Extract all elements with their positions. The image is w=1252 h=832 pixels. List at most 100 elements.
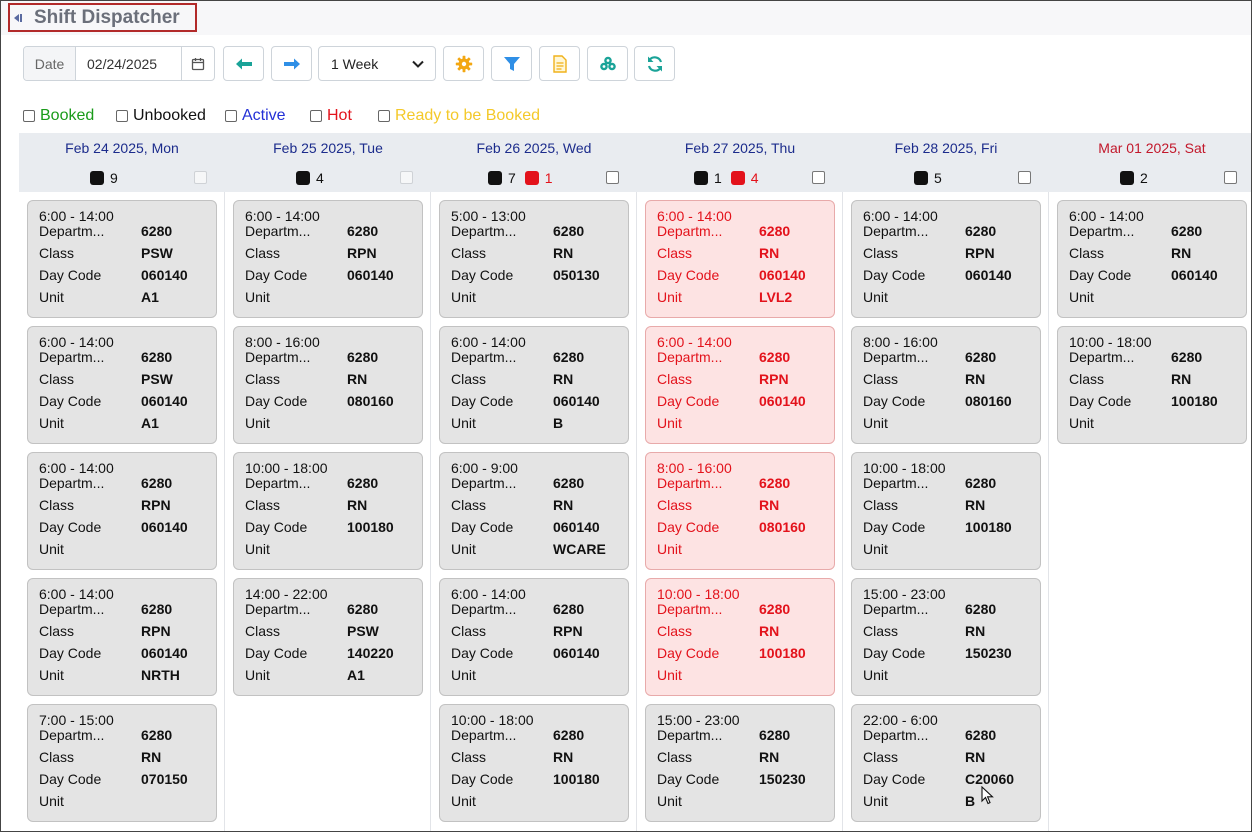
day-code-label: Day Code bbox=[451, 519, 514, 535]
legend-active-checkbox[interactable] bbox=[225, 110, 237, 122]
shift-time: 10:00 - 18:00 bbox=[1069, 334, 1152, 350]
day-code-value: 100180 bbox=[553, 771, 600, 787]
shift-card[interactable]: 10:00 - 18:00 Departm... 6280 Class RN Day Co… bbox=[1057, 326, 1247, 444]
shift-card[interactable]: 7:00 - 15:00 Departm... 6280 Class RN Day Cod… bbox=[27, 704, 217, 822]
select-day-checkbox[interactable] bbox=[606, 171, 619, 184]
class-label: Class bbox=[657, 371, 693, 387]
settings-button[interactable] bbox=[443, 46, 484, 81]
class-label: Class bbox=[451, 623, 487, 639]
day-code-value: 070150 bbox=[141, 771, 188, 787]
group-button[interactable] bbox=[587, 46, 628, 81]
legend-ready[interactable]: Ready to be Booked bbox=[378, 107, 540, 125]
department-value: 6280 bbox=[347, 475, 379, 491]
clover-icon bbox=[599, 56, 616, 70]
shift-card[interactable]: 6:00 - 14:00 Departm... 6280 Class PSW Day Co… bbox=[27, 200, 217, 318]
day-date: Feb 28 2025, Fri bbox=[894, 140, 998, 156]
legend-active[interactable]: Active bbox=[225, 107, 286, 125]
unit-label: Unit bbox=[451, 541, 476, 557]
shift-field-class: Class RN bbox=[451, 245, 626, 263]
legend-unbooked[interactable]: Unbooked bbox=[116, 107, 206, 125]
shift-card[interactable]: 6:00 - 14:00 Departm... 6280 Class RPN Day Co… bbox=[27, 578, 217, 696]
shift-field-unit: Unit A1 bbox=[245, 667, 420, 685]
report-button[interactable] bbox=[539, 46, 580, 81]
prev-week-button[interactable] bbox=[223, 46, 264, 81]
shift-time: 8:00 - 16:00 bbox=[657, 460, 732, 476]
next-week-button[interactable] bbox=[271, 46, 312, 81]
class-value: RPN bbox=[141, 497, 171, 513]
department-label: Departm... bbox=[863, 223, 929, 239]
class-value: RN bbox=[553, 371, 574, 387]
legend-ready-checkbox[interactable] bbox=[378, 110, 390, 122]
shift-time: 8:00 - 16:00 bbox=[245, 334, 320, 350]
shift-card[interactable]: 10:00 - 18:00 Departm... 6280 Class RN Day Co… bbox=[233, 452, 423, 570]
shift-card[interactable]: 6:00 - 14:00 Departm... 6280 Class RPN Day Co… bbox=[645, 326, 835, 444]
day-counts: 2 bbox=[1120, 170, 1157, 186]
class-value: RPN bbox=[347, 245, 377, 261]
shift-field-unit: Unit bbox=[451, 793, 626, 811]
department-label: Departm... bbox=[451, 727, 517, 743]
shift-field-day-code: Day Code 060140 bbox=[863, 267, 1038, 285]
shift-card[interactable]: 6:00 - 14:00 Departm... 6280 Class RPN Day Co… bbox=[851, 200, 1041, 318]
filter-button[interactable] bbox=[491, 46, 532, 81]
shift-card[interactable]: 6:00 - 14:00 Departm... 6280 Class RPN Day Co… bbox=[439, 578, 629, 696]
shift-card[interactable]: 8:00 - 16:00 Departm... 6280 Class RN Day Cod… bbox=[645, 452, 835, 570]
shift-field-unit: Unit bbox=[1069, 289, 1244, 307]
shift-card[interactable]: 8:00 - 16:00 Departm... 6280 Class RN Day Cod… bbox=[233, 326, 423, 444]
unit-label: Unit bbox=[657, 541, 682, 557]
shift-field-day-code: Day Code 150230 bbox=[657, 771, 832, 789]
shift-field-department: Departm... 6280 bbox=[657, 601, 832, 619]
shift-card[interactable]: 10:00 - 18:00 Departm... 6280 Class RN Day Co… bbox=[439, 704, 629, 822]
shift-field-department: Departm... 6280 bbox=[1069, 223, 1244, 241]
day-code-label: Day Code bbox=[863, 519, 926, 535]
shift-card[interactable]: 8:00 - 16:00 Departm... 6280 Class RN Day Cod… bbox=[851, 326, 1041, 444]
shift-card[interactable]: 10:00 - 18:00 Departm... 6280 Class RN Day Co… bbox=[851, 452, 1041, 570]
select-day-checkbox[interactable] bbox=[194, 171, 207, 184]
back-arrow-icon[interactable] bbox=[13, 11, 25, 25]
select-day-checkbox[interactable] bbox=[400, 171, 413, 184]
unit-label: Unit bbox=[863, 415, 888, 431]
class-label: Class bbox=[657, 497, 693, 513]
day-code-label: Day Code bbox=[863, 393, 926, 409]
date-label: Date bbox=[24, 47, 76, 80]
select-day-checkbox[interactable] bbox=[1018, 171, 1031, 184]
day-header: Feb 27 2025, Thu 1 4 bbox=[637, 133, 843, 192]
legend-unbooked-checkbox[interactable] bbox=[116, 110, 128, 122]
select-day-checkbox[interactable] bbox=[1224, 171, 1237, 184]
shift-card[interactable]: 6:00 - 14:00 Departm... 6280 Class RPN Day Co… bbox=[233, 200, 423, 318]
select-day-checkbox[interactable] bbox=[812, 171, 825, 184]
legend-hot-checkbox[interactable] bbox=[310, 110, 322, 122]
shift-field-day-code: Day Code 060140 bbox=[451, 645, 626, 663]
calendar-button[interactable] bbox=[182, 47, 214, 80]
shift-card[interactable]: 6:00 - 14:00 Departm... 6280 Class RPN Day Co… bbox=[27, 452, 217, 570]
shift-field-class: Class PSW bbox=[39, 371, 214, 389]
shift-card[interactable]: 14:00 - 22:00 Departm... 6280 Class PSW Day C… bbox=[233, 578, 423, 696]
day-date: Feb 25 2025, Tue bbox=[273, 140, 383, 156]
date-picker[interactable]: Date 02/24/2025 bbox=[23, 46, 215, 81]
unit-value: A1 bbox=[141, 289, 159, 305]
day-code-value: 060140 bbox=[141, 267, 188, 283]
shift-card[interactable]: 6:00 - 14:00 Departm... 6280 Class RN Day Cod… bbox=[439, 326, 629, 444]
shift-card[interactable]: 22:00 - 6:00 Departm... 6280 Class RN Day Cod… bbox=[851, 704, 1041, 822]
refresh-button[interactable] bbox=[634, 46, 675, 81]
range-select[interactable]: 1 Week bbox=[318, 46, 436, 81]
legend-booked[interactable]: Booked bbox=[23, 107, 94, 125]
shift-card[interactable]: 6:00 - 9:00 Departm... 6280 Class RN Day Code… bbox=[439, 452, 629, 570]
legend-hot[interactable]: Hot bbox=[310, 107, 352, 125]
shift-card[interactable]: 5:00 - 13:00 Departm... 6280 Class RN Day Cod… bbox=[439, 200, 629, 318]
shift-field-department: Departm... 6280 bbox=[451, 475, 626, 493]
date-input[interactable]: 02/24/2025 bbox=[76, 47, 182, 80]
shift-card[interactable]: 10:00 - 18:00 Departm... 6280 Class RN Day Co… bbox=[645, 578, 835, 696]
shift-card[interactable]: 15:00 - 23:00 Departm... 6280 Class RN Day Co… bbox=[645, 704, 835, 822]
shift-field-unit: Unit bbox=[39, 541, 214, 559]
day-code-value: 100180 bbox=[965, 519, 1012, 535]
shift-card[interactable]: 6:00 - 14:00 Departm... 6280 Class PSW Day Co… bbox=[27, 326, 217, 444]
shift-card[interactable]: 6:00 - 14:00 Departm... 6280 Class RN Day Cod… bbox=[1057, 200, 1247, 318]
shift-card[interactable]: 6:00 - 14:00 Departm... 6280 Class RN Day Cod… bbox=[645, 200, 835, 318]
shift-field-unit: Unit B bbox=[863, 793, 1038, 811]
shift-card[interactable]: 15:00 - 23:00 Departm... 6280 Class RN Day Co… bbox=[851, 578, 1041, 696]
unit-label: Unit bbox=[1069, 289, 1094, 305]
legend-booked-checkbox[interactable] bbox=[23, 110, 35, 122]
shift-field-day-code: Day Code 060140 bbox=[451, 393, 626, 411]
day-column: Mar 01 2025, Sat 2 6:00 - 14:00 Departm... 6… bbox=[1049, 133, 1252, 832]
shift-field-department: Departm... 6280 bbox=[863, 223, 1038, 241]
